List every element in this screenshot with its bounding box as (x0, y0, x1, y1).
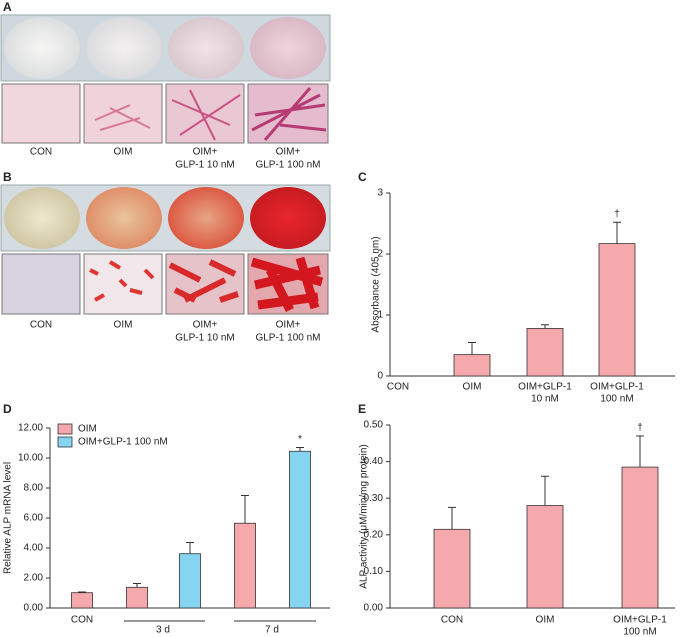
error-bar (636, 435, 644, 468)
panel-label: E (358, 402, 366, 416)
y-tick-label: 6.00 (24, 513, 44, 524)
well (4, 187, 80, 249)
y-tick-label: 0.00 (24, 603, 44, 614)
panel-label: A (3, 0, 12, 14)
legend-swatch (57, 423, 73, 435)
caption: CON (30, 147, 52, 158)
error-bar (541, 475, 549, 506)
error-bar (448, 506, 456, 530)
bar (234, 522, 256, 609)
x-tick-label: OIM (536, 615, 555, 626)
well (250, 17, 326, 79)
panel-label: D (3, 402, 12, 416)
well (168, 17, 244, 79)
x-tick-label: OIM (463, 382, 482, 393)
caption: OIM (114, 147, 133, 158)
caption: OIM (114, 320, 133, 331)
well (86, 17, 162, 79)
micrograph (165, 253, 245, 315)
legend-swatch (57, 436, 73, 448)
error-bar (468, 341, 476, 355)
caption: GLP-1 10 nM (175, 333, 234, 344)
bar (179, 553, 201, 609)
y-tick-label: 0.50 (364, 420, 384, 431)
error-bar (296, 447, 304, 452)
stain (168, 259, 239, 303)
micrograph (1, 83, 81, 144)
micrograph (1, 253, 81, 315)
y-tick-label: 10.00 (18, 453, 43, 464)
x-tick-label: CON (387, 382, 409, 393)
error-bar (541, 324, 549, 329)
stain (94, 104, 151, 131)
bar (598, 243, 636, 377)
caption: OIM+ (276, 320, 301, 331)
legend-label: OIM+GLP-1 100 nM (78, 437, 168, 448)
caption: OIM+ (193, 320, 218, 331)
bar (621, 466, 659, 609)
caption: OIM+ (276, 147, 301, 158)
y-tick-label: 3 (377, 188, 383, 199)
bar (126, 586, 148, 609)
annotation: * (298, 434, 302, 445)
well (168, 187, 244, 249)
y-tick-label: 12.00 (18, 423, 43, 434)
stain (89, 260, 155, 302)
y-tick-label: 0.40 (364, 456, 384, 467)
caption: GLP-1 100 nM (255, 333, 320, 344)
x-tick-label: 10 nM (531, 394, 559, 405)
x-tick-label: OIM+GLP-1 (518, 382, 572, 393)
error-bar (186, 541, 194, 554)
caption: GLP-1 10 nM (175, 160, 234, 171)
stain (251, 87, 327, 141)
caption: CON (30, 320, 52, 331)
y-tick-label: 0 (377, 371, 383, 382)
y-tick-label: 4.00 (24, 543, 44, 554)
x-tick-label: 3 d (156, 625, 170, 636)
x-tick-label: OIM+GLP-1 (590, 382, 644, 393)
annotation: † (614, 209, 620, 220)
bar (526, 328, 564, 377)
well (250, 187, 326, 249)
y-tick-label: 1 (377, 310, 383, 321)
y-tick-label: 0.10 (364, 566, 384, 577)
caption: GLP-1 100 nM (255, 160, 320, 171)
bar (289, 450, 311, 609)
bar (71, 592, 93, 609)
y-tick-label: 0.30 (364, 493, 384, 504)
legend-label: OIM (78, 424, 97, 435)
y-tick-label: 0.00 (364, 603, 384, 614)
panel-label: B (3, 170, 12, 184)
y-tick-label: 8.00 (24, 483, 44, 494)
annotation: † (637, 423, 643, 434)
well (4, 17, 80, 79)
y-tick-label: 0.20 (364, 529, 384, 540)
y-axis-label: ALP activity (μM/min/mg protein) (359, 444, 370, 589)
y-tick-label: 2.00 (24, 573, 44, 584)
bar (526, 505, 564, 609)
caption: OIM+ (193, 147, 218, 158)
photos (0, 14, 331, 315)
y-axis-label: Relative ALP mRNA level (3, 462, 14, 574)
x-tick-label: CON (441, 615, 463, 626)
stain (171, 89, 241, 141)
error-bar (241, 495, 249, 524)
y-axis-label: Absorbance (405 nm) (371, 236, 382, 332)
well (86, 187, 162, 249)
stain (250, 256, 324, 313)
error-bar (78, 591, 86, 593)
bar (433, 528, 471, 609)
y-tick-label: 2 (377, 249, 383, 260)
bar (453, 354, 491, 377)
x-tick-label: 100 nM (623, 627, 656, 637)
x-tick-label: 100 nM (600, 394, 633, 405)
x-tick-label: 7 d (265, 625, 279, 636)
error-bar (613, 221, 621, 244)
x-tick-label: OIM+GLP-1 (613, 615, 667, 626)
panel-label: C (358, 170, 367, 184)
error-bar (133, 583, 141, 588)
x-tick-label: CON (71, 615, 93, 626)
